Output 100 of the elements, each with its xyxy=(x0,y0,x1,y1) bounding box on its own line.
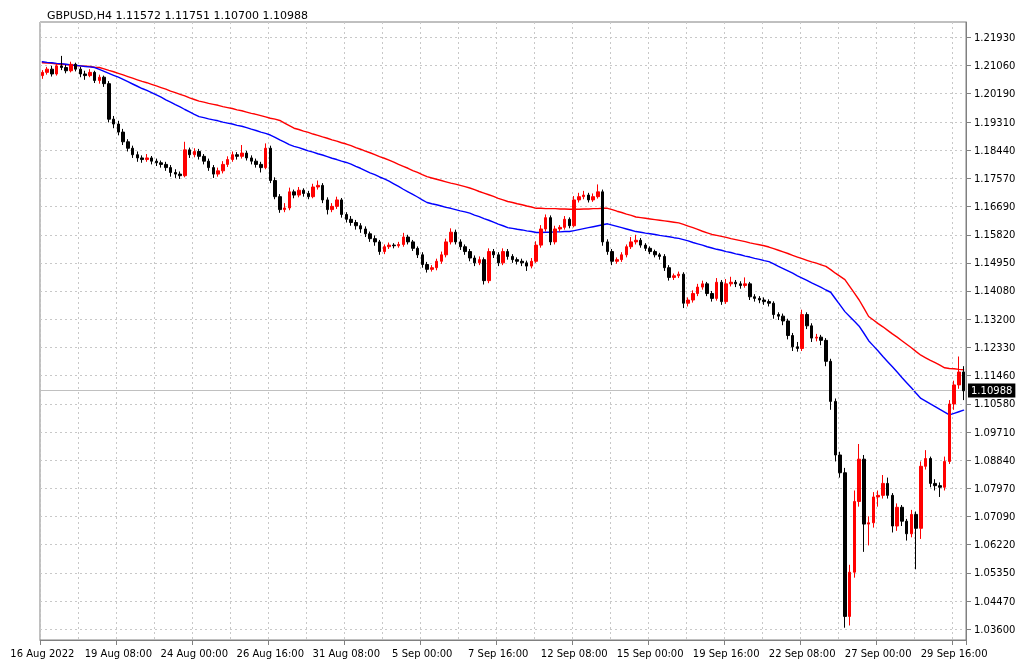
candlestick xyxy=(240,144,244,160)
candlestick xyxy=(302,187,305,198)
x-tick-label: 5 Sep 00:00 xyxy=(392,647,453,659)
candlestick xyxy=(397,241,400,249)
candlestick xyxy=(720,279,723,306)
candlestick xyxy=(497,251,500,267)
y-tick-label: 1.06220 xyxy=(974,539,1016,551)
candlestick xyxy=(748,281,752,301)
candlestick xyxy=(867,515,870,546)
candlestick xyxy=(98,74,101,85)
candlestick xyxy=(478,255,481,266)
candlestick xyxy=(297,186,301,198)
x-tick-label: 7 Sep 16:00 xyxy=(468,647,529,659)
x-tick-label: 27 Sep 00:00 xyxy=(844,647,912,659)
candlestick xyxy=(549,214,552,246)
candlestick xyxy=(743,276,747,289)
candlestick xyxy=(914,510,918,570)
candlestick xyxy=(492,248,495,259)
candlestick xyxy=(387,242,391,250)
y-tick-label: 1.21930 xyxy=(974,32,1016,43)
x-tick-label: 16 Aug 2022 xyxy=(10,647,75,659)
y-tick-label: 1.17570 xyxy=(974,172,1016,184)
candlestick xyxy=(264,142,267,170)
candlestick xyxy=(910,509,913,538)
candlestick xyxy=(193,147,196,158)
candlestick xyxy=(615,256,619,265)
candlestick xyxy=(150,155,153,165)
candlestick xyxy=(501,247,505,266)
candlestick xyxy=(454,229,457,245)
y-tick-label: 1.14080 xyxy=(974,285,1016,297)
candlestick xyxy=(212,164,215,179)
chart-title: GBPUSD,H4 1.11572 1.11751 1.10700 1.10988 xyxy=(47,9,308,22)
y-tick-label: 1.05350 xyxy=(974,567,1016,579)
y-tick-label: 1.07090 xyxy=(974,511,1016,523)
candlestick xyxy=(715,277,718,302)
candlestick xyxy=(796,341,799,353)
candlestick xyxy=(245,150,248,162)
y-tick-label: 1.15820 xyxy=(974,229,1016,241)
candlestick xyxy=(587,192,590,203)
candlestick xyxy=(601,189,604,247)
candlestick xyxy=(283,202,286,213)
candlestick xyxy=(288,187,291,211)
y-tick-label: 1.16690 xyxy=(974,201,1016,213)
y-tick-label: 1.19310 xyxy=(974,116,1016,128)
candlestick xyxy=(235,151,239,161)
candlestick xyxy=(402,232,405,248)
candlestick xyxy=(321,182,324,204)
candlestick xyxy=(639,237,642,249)
candlestick xyxy=(962,365,965,401)
candlestick xyxy=(800,309,804,352)
candlestick xyxy=(943,456,946,491)
y-tick-label: 1.20190 xyxy=(974,88,1016,100)
x-tick-label: 29 Sep 16:00 xyxy=(920,647,988,659)
candlestick xyxy=(862,454,866,553)
candlestick xyxy=(231,150,234,163)
y-tick-label: 1.08840 xyxy=(974,454,1016,466)
candlestick xyxy=(93,70,96,84)
y-tick-label: 1.18440 xyxy=(974,144,1016,156)
candlestick xyxy=(482,256,486,285)
candlestick xyxy=(506,248,509,261)
y-tick-label: 1.10580 xyxy=(974,398,1016,410)
candlestick xyxy=(178,171,182,180)
x-tick-label: 31 Aug 08:00 xyxy=(312,647,381,659)
candlestick xyxy=(895,502,899,532)
y-tick-label: 1.07970 xyxy=(974,482,1016,494)
candlestick xyxy=(734,279,737,288)
candlestick xyxy=(886,477,889,500)
candlestick xyxy=(74,62,77,72)
candlestick xyxy=(326,196,329,215)
y-tick-label: 1.04470 xyxy=(974,595,1016,607)
candlestick xyxy=(487,247,491,284)
x-tick-label: 24 Aug 00:00 xyxy=(160,647,229,659)
candlestick xyxy=(739,280,742,290)
y-tick-label: 1.13200 xyxy=(974,313,1016,325)
candlestick xyxy=(183,141,187,178)
candlestick xyxy=(83,70,87,81)
candlestick xyxy=(848,564,851,626)
candlestick xyxy=(701,280,704,291)
ref-line-label: 1.10988 xyxy=(971,384,1013,396)
y-tick-label: 1.14950 xyxy=(974,257,1016,269)
x-tick-label: 12 Sep 08:00 xyxy=(540,647,608,659)
candlestick xyxy=(340,197,343,219)
candlestick xyxy=(815,333,818,342)
y-tick-label: 1.03600 xyxy=(974,623,1016,635)
candlestick xyxy=(568,216,571,229)
x-tick-label: 19 Aug 08:00 xyxy=(84,647,153,659)
x-tick-label: 22 Sep 08:00 xyxy=(768,647,836,659)
candlestick xyxy=(891,492,894,533)
y-tick-label: 1.09710 xyxy=(974,426,1016,438)
y-tick-label: 1.12330 xyxy=(974,341,1016,353)
y-tick-label: 1.11460 xyxy=(974,370,1016,382)
candlestick xyxy=(140,154,144,164)
y-tick-label: 1.21060 xyxy=(974,60,1016,72)
candlestick xyxy=(45,66,49,76)
candlestick xyxy=(50,65,54,78)
x-tick-label: 15 Sep 00:00 xyxy=(616,647,684,659)
candlestick xyxy=(188,147,191,159)
candlestick xyxy=(682,271,685,309)
candlestick xyxy=(307,190,310,200)
candlestick xyxy=(69,61,73,73)
